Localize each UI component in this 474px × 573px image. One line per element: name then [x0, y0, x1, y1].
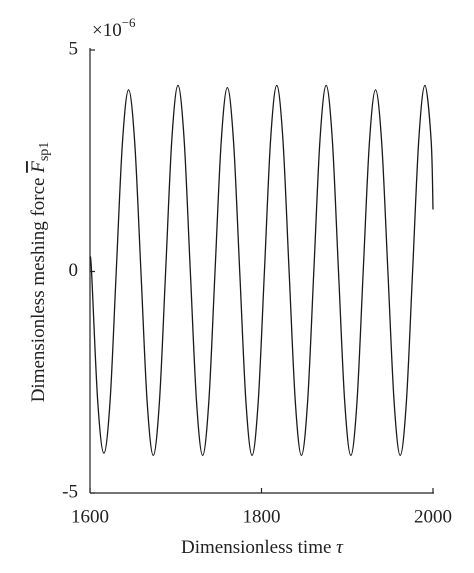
x-tick-label: 1800 — [243, 506, 281, 527]
y-axis-label: Dimensionless meshing force Fsp1 — [28, 142, 52, 403]
x-label-symbol: τ — [336, 537, 344, 558]
y-scale-multiplier: ×10−6 — [92, 15, 136, 41]
x-tick-label: 1600 — [71, 506, 109, 527]
y-tick-label: -5 — [62, 481, 78, 502]
x-label-text: Dimensionless time — [181, 537, 331, 558]
y-scale-exponent: −6 — [122, 15, 136, 30]
x-axis-label: Dimensionless time τ — [181, 537, 344, 558]
y-tick-label: 0 — [69, 260, 79, 281]
y-label-text: Dimensionless meshing force — [28, 178, 49, 403]
data-line — [89, 84, 434, 456]
y-tick-label: 5 — [69, 38, 79, 59]
y-scale-base: ×10 — [92, 20, 122, 41]
x-tick-label: 2000 — [414, 506, 452, 527]
y-label-symbol: F — [28, 161, 49, 174]
y-label-subscript: sp1 — [37, 142, 52, 161]
